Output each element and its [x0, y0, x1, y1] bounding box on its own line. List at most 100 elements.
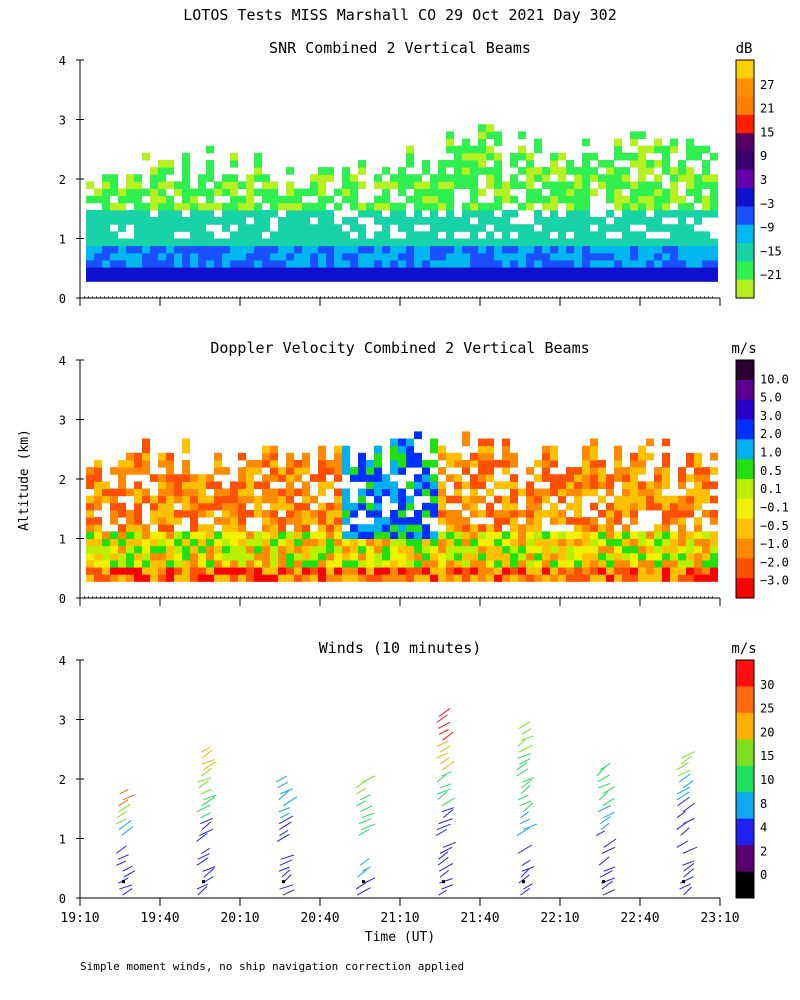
wind-barb	[357, 869, 367, 878]
snr-cell	[470, 267, 478, 275]
snr-cell	[454, 152, 462, 161]
snr-cell	[318, 259, 326, 268]
wind-barb	[280, 854, 294, 860]
wind-barb	[197, 853, 210, 860]
wind-barb	[201, 821, 212, 830]
velocity-cell	[302, 467, 310, 475]
snr-cell	[462, 152, 470, 161]
wind-barb	[519, 758, 531, 765]
wind-marker	[602, 880, 605, 884]
velocity-cell	[198, 531, 206, 539]
snr-cell	[494, 252, 502, 261]
snr-cell	[318, 252, 326, 261]
wind-marker	[442, 880, 445, 884]
velocity-cell	[686, 452, 694, 461]
velocity-cell	[694, 488, 702, 497]
velocity-cell	[662, 552, 670, 561]
velocity-cell	[526, 559, 534, 568]
snr-cell	[670, 174, 678, 182]
velocity-cell	[254, 467, 262, 475]
wind-barb	[440, 757, 450, 765]
snr-cell	[622, 274, 630, 282]
velocity-cell	[214, 559, 222, 568]
velocity-cell	[334, 574, 342, 582]
velocity-cell	[686, 509, 694, 518]
snr-cell	[150, 217, 158, 225]
velocity-cell	[222, 467, 230, 475]
wind-barb	[360, 794, 371, 801]
velocity-cell	[550, 545, 558, 554]
snr-cell	[550, 202, 558, 211]
snr-cell	[126, 252, 134, 261]
velocity-cell	[238, 524, 246, 532]
snr-cell	[702, 274, 710, 282]
velocity-cell	[126, 538, 134, 547]
velocity-cell	[686, 552, 694, 561]
velocity-cell	[382, 481, 390, 490]
snr-cell	[134, 259, 142, 268]
snr-cell	[462, 138, 470, 147]
velocity-cell	[414, 452, 422, 461]
snr-cell	[630, 209, 638, 218]
snr-cell	[430, 231, 438, 239]
velocity-cell	[254, 459, 262, 468]
wind-barb	[280, 812, 290, 819]
velocity-cell	[126, 452, 134, 461]
snr-cell	[102, 188, 110, 197]
velocity-cell	[126, 545, 134, 554]
velocity-cell	[574, 552, 582, 561]
snr-cell	[590, 231, 598, 239]
velocity-cell	[86, 481, 94, 490]
velocity-cell	[158, 545, 166, 554]
velocity-cell	[566, 538, 574, 547]
wind-barb	[435, 829, 448, 836]
snr-cell	[302, 209, 310, 218]
snr-cell	[510, 174, 518, 182]
snr-cell	[398, 224, 406, 232]
velocity-cell	[278, 488, 286, 497]
snr-cell	[214, 252, 222, 261]
velocity-cell	[678, 524, 686, 532]
snr-cell	[310, 224, 318, 232]
snr-cell	[430, 259, 438, 268]
snr-cell	[614, 174, 622, 182]
velocity-cell	[662, 452, 670, 461]
velocity-cell	[526, 467, 534, 475]
velocity-cell	[678, 567, 686, 575]
velocity-cell	[270, 495, 278, 504]
wind-barb	[436, 774, 446, 783]
snr-cell	[702, 202, 710, 211]
snr-cell	[326, 167, 334, 175]
velocity-cell	[662, 517, 670, 525]
colorbar-label: −3	[760, 197, 774, 211]
wind-barb	[603, 811, 615, 819]
velocity-cell	[582, 538, 590, 547]
snr-cell	[710, 267, 718, 275]
velocity-cell	[638, 467, 646, 475]
snr-cell	[110, 267, 118, 275]
velocity-cell	[630, 452, 638, 461]
velocity-cell	[142, 567, 150, 575]
velocity-cell	[158, 567, 166, 575]
velocity-cell	[446, 559, 454, 568]
velocity-cell	[254, 538, 262, 547]
snr-cell	[486, 238, 494, 247]
velocity-cell	[454, 474, 462, 482]
snr-cell	[494, 167, 502, 175]
velocity-cell	[654, 531, 662, 539]
velocity-cell	[478, 531, 486, 539]
velocity-cell	[494, 459, 502, 468]
snr-cell	[206, 252, 214, 261]
velocity-cell	[686, 559, 694, 568]
snr-cell	[630, 252, 638, 261]
snr-cell	[646, 252, 654, 261]
snr-cell	[134, 252, 142, 261]
wind-barb	[441, 884, 453, 890]
velocity-cell	[590, 438, 598, 447]
velocity-cell	[174, 495, 182, 504]
y-tick-label: 0	[59, 892, 66, 906]
velocity-cell	[302, 459, 310, 468]
velocity-cell	[470, 452, 478, 461]
snr-cell	[118, 252, 126, 261]
snr-cell	[542, 195, 550, 204]
